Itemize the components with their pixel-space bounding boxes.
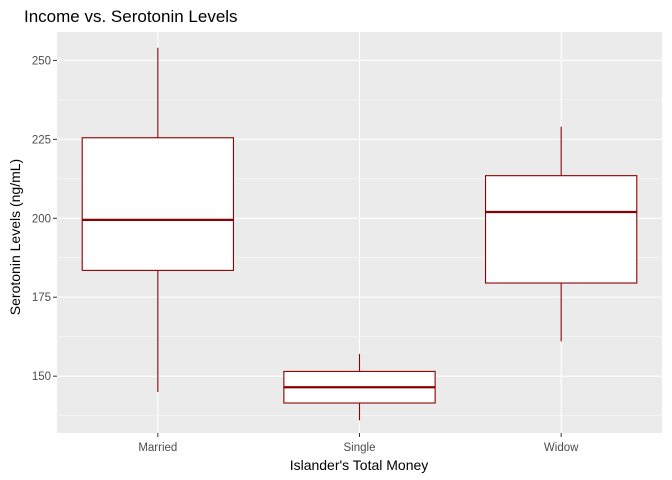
- y-axis: 150 175 200 225 250: [32, 55, 57, 383]
- y-tick-label: 150: [32, 371, 51, 383]
- x-axis-title: Islander's Total Money: [290, 457, 429, 473]
- x-axis: Married Single Widow: [138, 433, 579, 454]
- box-single: [283, 354, 436, 421]
- y-tick-label: 250: [32, 55, 51, 67]
- box-iqr: [484, 175, 638, 284]
- chart-title: Income vs. Serotonin Levels: [24, 7, 238, 26]
- box-widow: [484, 126, 638, 342]
- x-tick-label: Single: [344, 442, 376, 454]
- y-tick-label: 175: [32, 292, 51, 304]
- x-tick-label: Married: [138, 442, 177, 454]
- y-tick-label: 225: [32, 134, 51, 146]
- boxes-group: [81, 47, 638, 421]
- y-tick-label: 200: [32, 213, 51, 225]
- x-tick-label: Widow: [544, 442, 579, 454]
- y-axis-title: Serotonin Levels (ng/mL): [7, 159, 23, 315]
- box-married: [81, 47, 235, 392]
- box-iqr: [81, 137, 235, 271]
